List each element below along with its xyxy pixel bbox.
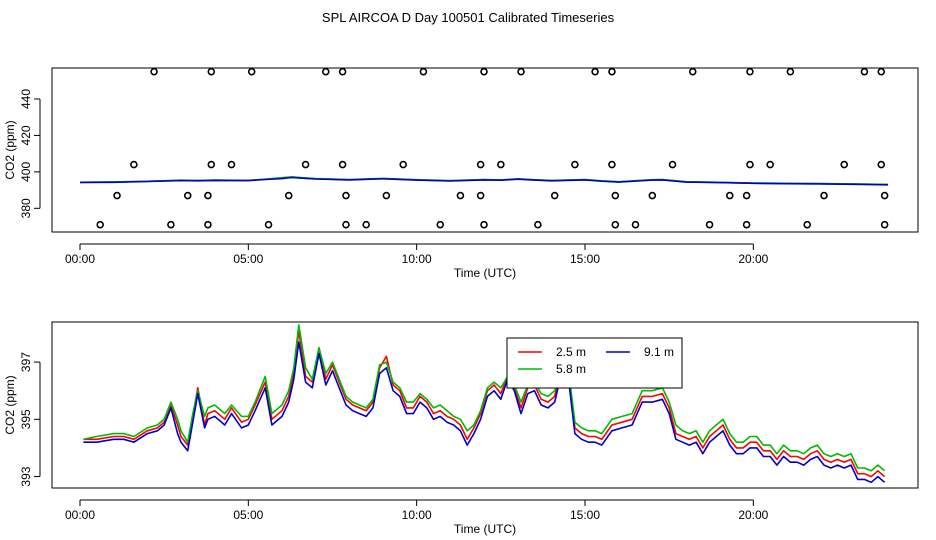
standard-point xyxy=(382,191,391,200)
standard-point xyxy=(362,220,370,229)
standard-point xyxy=(608,67,616,76)
x-axis-title: Time (UTC) xyxy=(454,266,516,280)
y-tick-label: 393 xyxy=(19,466,33,486)
series-line-5-8-m xyxy=(83,324,886,472)
standard-point xyxy=(877,160,886,169)
standard-point xyxy=(150,67,158,76)
standard-point xyxy=(456,191,465,200)
standard-point xyxy=(247,67,256,76)
standard-point xyxy=(204,220,212,229)
standard-point xyxy=(476,191,485,200)
top-panel: 00:00 05:00 10:00 15:00 20:00 Time (UTC) 380 40… xyxy=(3,67,919,280)
y-tick-label: 397 xyxy=(19,352,33,372)
standard-point xyxy=(301,160,310,169)
standard-point xyxy=(880,220,889,229)
x-tick-label: 15:00 xyxy=(570,508,600,522)
standard-point xyxy=(480,220,488,229)
standard-point xyxy=(130,160,138,169)
series-line-2-5-m xyxy=(83,329,886,478)
standard-point xyxy=(608,160,616,169)
legend-label: 9.1 m xyxy=(644,345,674,359)
standard-point xyxy=(688,67,697,76)
x-tick-label: 20:00 xyxy=(738,508,768,522)
standard-point xyxy=(648,191,657,200)
x-tick-label: 10:00 xyxy=(402,252,432,266)
standard-point xyxy=(746,67,754,76)
x-tick-label: 05:00 xyxy=(233,252,263,266)
standard-point xyxy=(705,220,714,229)
x-axis-title: Time (UTC) xyxy=(454,522,516,536)
series-line-9-1-m xyxy=(83,341,886,484)
standard-point xyxy=(497,160,505,169)
standard-point xyxy=(321,67,330,76)
standard-point xyxy=(207,160,216,169)
standard-point xyxy=(399,160,408,169)
standard-point xyxy=(820,191,828,200)
x-tick-label: 15:00 xyxy=(570,252,600,266)
standard-point xyxy=(419,67,428,76)
standard-point xyxy=(766,160,774,169)
standard-point xyxy=(476,160,485,169)
standard-point xyxy=(284,191,293,200)
standard-point xyxy=(725,191,734,200)
standard-point xyxy=(183,191,192,200)
standard-point xyxy=(338,67,347,76)
plot-frame xyxy=(51,321,919,489)
standard-point xyxy=(207,67,216,76)
standard-point xyxy=(631,220,640,229)
standard-point xyxy=(860,67,869,76)
standard-point xyxy=(571,160,579,169)
standard-point xyxy=(534,220,542,229)
standard-point xyxy=(167,220,175,229)
standard-point xyxy=(227,160,236,169)
y-tick-label: 440 xyxy=(19,89,33,109)
legend-label: 2.5 m xyxy=(556,345,586,359)
standard-point xyxy=(480,67,488,76)
x-tick-label: 00:00 xyxy=(65,252,95,266)
standard-point xyxy=(342,191,350,200)
standard-point xyxy=(611,191,620,200)
legend-label: 5.8 m xyxy=(556,362,586,376)
y-tick-label: 420 xyxy=(19,125,33,145)
standard-point xyxy=(742,220,751,229)
series-line-9-1-m xyxy=(79,176,889,186)
y-axis-title: CO2 (ppm) xyxy=(3,120,17,179)
standard-point xyxy=(840,160,849,169)
standard-point xyxy=(96,220,104,229)
standard-point xyxy=(342,220,350,229)
y-axis-title: CO2 (ppm) xyxy=(3,375,17,434)
standard-point xyxy=(746,160,754,169)
legend-box xyxy=(506,337,683,389)
bottom-panel: 00:00 05:00 10:00 15:00 20:00 Time (UTC) 393 39… xyxy=(3,321,919,536)
standard-point xyxy=(611,220,620,229)
standard-point xyxy=(204,191,212,200)
standard-point xyxy=(113,191,121,200)
standard-point xyxy=(550,191,559,200)
plot-frame xyxy=(51,67,919,233)
standard-point xyxy=(877,67,886,76)
x-tick-label: 10:00 xyxy=(402,508,432,522)
x-tick-label: 20:00 xyxy=(738,252,768,266)
standard-point xyxy=(880,191,889,200)
x-tick-label: 05:00 xyxy=(233,508,263,522)
x-tick-label: 00:00 xyxy=(65,508,95,522)
standard-point xyxy=(517,67,525,76)
legend: 2.5 m 9.1 m 5.8 m xyxy=(506,337,683,389)
y-tick-label: 395 xyxy=(19,409,33,429)
standard-point xyxy=(338,160,347,169)
standard-point xyxy=(786,67,795,76)
standard-point xyxy=(668,160,677,169)
standard-point xyxy=(436,220,445,229)
y-tick-label: 380 xyxy=(19,198,33,218)
figure-title: SPL AIRCOA D Day 100501 Calibrated Times… xyxy=(322,10,615,25)
standard-point xyxy=(264,220,273,229)
standard-point xyxy=(803,220,812,229)
standard-point xyxy=(591,67,599,76)
standard-point xyxy=(742,191,751,200)
y-tick-label: 400 xyxy=(19,162,33,182)
